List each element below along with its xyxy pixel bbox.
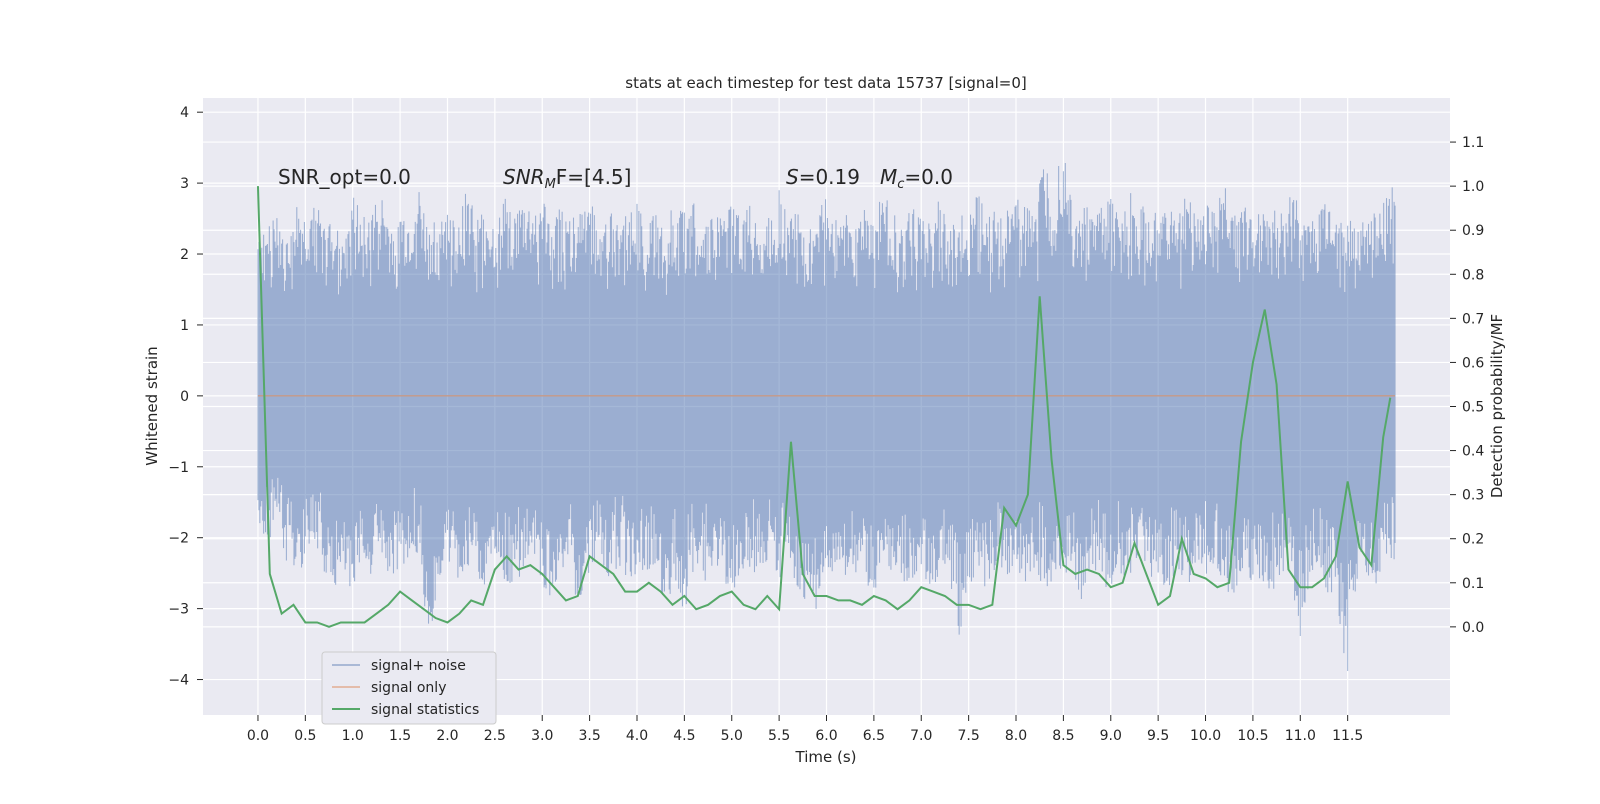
legend-label-stats: signal statistics [371,702,479,718]
y-left-tick-label: 1 [180,318,189,334]
annotation-s: S=0.19 [786,165,860,189]
annotation-snr-opt: SNR_opt=0.0 [278,165,411,189]
x-tick-label: 6.0 [815,728,837,744]
x-tick-label: 0.5 [294,728,316,744]
x-axis-label: Time (s) [795,748,857,766]
x-tick-label: 4.5 [673,728,695,744]
y-left-tick-label: −1 [168,460,189,476]
annotation-mc: Mc=0.0 [880,165,953,192]
x-tick-label: 6.5 [863,728,885,744]
legend: signal+ noise signal only signal statist… [321,651,497,725]
x-tick-label: 2.0 [436,728,458,744]
x-tick-label: 4.0 [626,728,648,744]
y-left-tick-label: 0 [180,389,189,405]
x-tick-label: 5.0 [721,728,743,744]
y-right-tick-label: 0.0 [1462,620,1484,636]
annotation-snr-mf: SNRMF=[4.5] [503,165,631,192]
noise-trace [257,162,1396,671]
right-axis-label: Detection probability/MF [1488,314,1506,498]
y-right-tick-label: 0.5 [1462,400,1484,416]
x-tick-label: 1.5 [389,728,411,744]
y-right-tick-label: 0.9 [1462,223,1484,239]
signal-statistics-series [256,186,1392,628]
y-left-tick-label: −4 [168,673,189,689]
y-left-tick-label: 3 [180,176,189,192]
y-left-tick-label: −3 [168,602,189,618]
annotation-snr-mf-rest: F=[4.5] [556,165,632,189]
x-tick-label: 2.5 [484,728,506,744]
y-left-tick-label: 4 [180,105,189,121]
right-axis-ticks: 1.1 1.0 0.9 0.8 0.7 0.6 0.5 0.4 0.3 0.2 0.1 0.0 [1450,135,1484,636]
y-right-tick-label: 0.4 [1462,444,1484,460]
x-tick-label: 10.5 [1237,728,1268,744]
x-tick-label: 8.5 [1052,728,1074,744]
annotation-s-symbol: S [786,165,799,189]
x-tick-label: 7.5 [958,728,980,744]
y-right-tick-label: 1.0 [1462,179,1484,195]
annotation-snr-mf-main: SNR [503,165,545,189]
x-tick-label: 11.5 [1332,728,1363,744]
x-tick-label: 3.0 [531,728,553,744]
x-tick-label: 1.0 [342,728,364,744]
y-left-tick-label: 2 [180,247,189,263]
legend-box [321,651,497,725]
legend-label-signal: signal only [371,680,446,696]
noise-series [257,162,1396,671]
x-tick-label: 3.5 [578,728,600,744]
annotation-snr-mf-sub: M [545,177,556,192]
annotation-mc-sub: c [897,177,904,192]
x-tick-label: 0.0 [247,728,269,744]
x-tick-label: 10.0 [1190,728,1221,744]
y-right-tick-label: 0.1 [1462,576,1484,592]
chart-title: stats at each timestep for test data 157… [625,74,1026,92]
x-tick-label: 11.0 [1285,728,1316,744]
x-axis-ticks: 0.0 0.5 1.0 1.5 2.0 2.5 3.0 3.5 4.0 4.5 5.0 5.5 6.0 6… [247,715,1363,744]
annotation-mc-symbol: M [880,165,897,189]
legend-label-noise: signal+ noise [371,658,466,674]
y-left-tick-label: −2 [168,531,189,547]
x-tick-label: 9.0 [1100,728,1122,744]
x-tick-label: 5.5 [768,728,790,744]
x-tick-label: 8.0 [1005,728,1027,744]
y-right-tick-label: 0.8 [1462,267,1484,283]
y-right-tick-label: 1.1 [1462,135,1484,151]
left-axis-label: Whitened strain [143,346,161,465]
left-axis-ticks: 4 3 2 1 0 −1 −2 −3 −4 [168,105,203,689]
x-tick-label: 9.5 [1147,728,1169,744]
annotation-s-value: =0.19 [799,165,860,189]
signal-statistics-line [256,186,1392,628]
y-right-tick-label: 0.2 [1462,532,1484,548]
y-right-tick-label: 0.3 [1462,488,1484,504]
y-right-tick-label: 0.6 [1462,355,1484,371]
y-right-tick-label: 0.7 [1462,311,1484,327]
x-tick-label: 7.0 [910,728,932,744]
annotation-mc-value: =0.0 [904,165,953,189]
